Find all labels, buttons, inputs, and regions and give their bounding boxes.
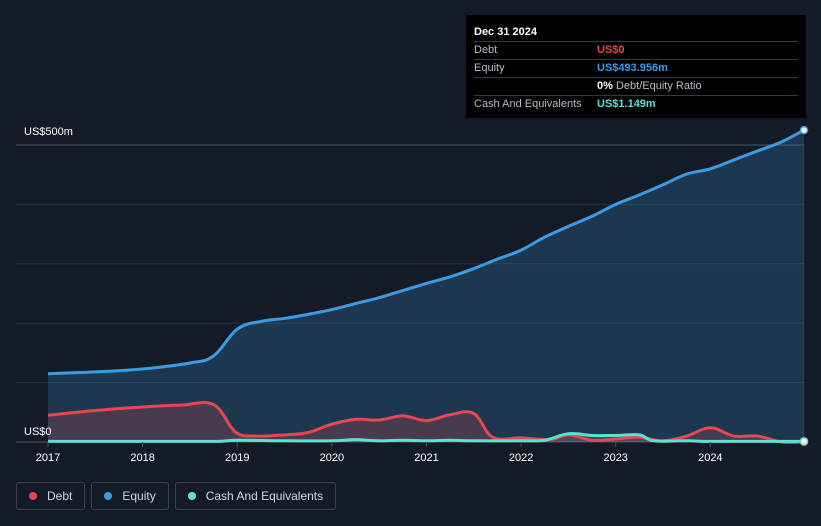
y-bottom-label: US$0 [24, 426, 52, 438]
legend-cash-dot [187, 492, 196, 500]
equity-value: US$493.956m [597, 62, 668, 74]
y-top-label: US$500m [24, 126, 73, 138]
debt-line [47, 401, 805, 444]
tooltip-row-cash: Cash And Equivalents US$1.149m [474, 95, 798, 113]
x-tick-label: 2021 [414, 452, 438, 464]
cash-and-equivalents-end-point [799, 437, 809, 446]
legend-cash[interactable]: Cash And Equivalents [174, 482, 337, 510]
x-axis-ticks: 2017 2018 2019 2020 2021 2022 2023 2024 [36, 442, 723, 464]
cash-and-equivalents-line [47, 432, 805, 444]
legend-equity[interactable]: Equity [91, 482, 169, 510]
tooltip-date: Dec 31 2024 [474, 26, 537, 38]
equity-end-point [799, 125, 809, 135]
equity-label: Equity [474, 62, 505, 74]
tooltip-row-debt: Debt US$0 [474, 41, 798, 59]
legend-debt-label: Debt [47, 489, 73, 503]
tooltip-row-ratio: 0% Debt/Equity Ratio [474, 77, 798, 95]
x-tick-label: 2022 [509, 452, 533, 464]
cash-label: Cash And Equivalents [474, 98, 582, 110]
x-tick-label: 2020 [320, 452, 344, 464]
tooltip-row-equity: Equity US$493.956m [474, 59, 798, 77]
x-tick-label: 2024 [698, 452, 722, 464]
debt-value: US$0 [597, 44, 625, 56]
ratio-value-wrap: 0% Debt/Equity Ratio [597, 78, 702, 95]
ratio-value: 0% [597, 80, 613, 92]
legend-debt[interactable]: Debt [16, 482, 86, 510]
x-tick-label: 2018 [130, 452, 154, 464]
cash-value: US$1.149m [597, 98, 656, 110]
legend-cash-label: Cash And Equivalents [205, 489, 324, 503]
equity-line [47, 128, 805, 376]
legend-debt-dot [29, 492, 37, 500]
legend-equity-dot [104, 492, 113, 500]
legend-equity-label: Equity [122, 489, 156, 503]
chart-legend: Debt Equity Cash And Equivalents [16, 482, 337, 510]
series-lines [47, 128, 805, 444]
series-areas [48, 130, 804, 443]
ratio-spacer [474, 78, 597, 95]
x-tick-label: 2023 [603, 452, 627, 464]
x-tick-label: 2019 [225, 452, 249, 464]
ratio-label: Debt/Equity Ratio [615, 80, 702, 92]
x-tick-label: 2017 [36, 452, 60, 464]
debt-label: Debt [474, 44, 498, 56]
tooltip-panel: Dec 31 2024 Debt US$0 Equity US$493.956m… [466, 15, 806, 118]
end-markers [799, 125, 809, 447]
debt-area [48, 402, 804, 443]
equity-area [48, 130, 804, 442]
